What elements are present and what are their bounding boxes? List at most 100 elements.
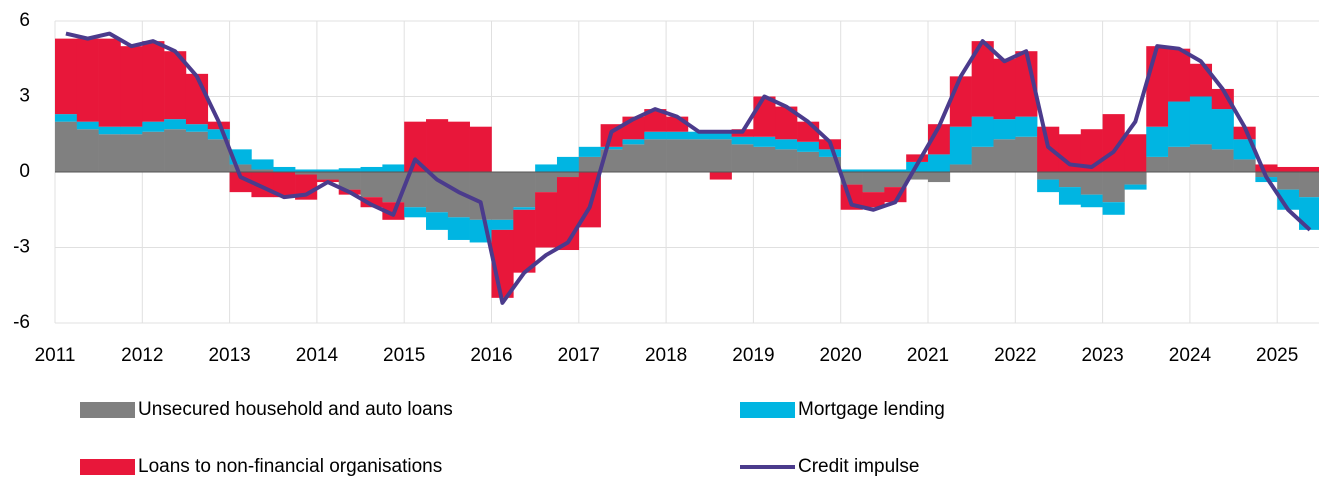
bar: [1211, 149, 1234, 172]
bar: [1277, 166, 1300, 172]
bar: [142, 41, 165, 122]
bar: [229, 164, 252, 172]
bar: [1233, 159, 1256, 172]
bar: [426, 119, 449, 172]
bar: [687, 139, 711, 172]
legend-label: Mortgage lending: [798, 399, 945, 420]
bar: [1168, 101, 1191, 147]
bar: [1277, 172, 1300, 190]
bar: [164, 119, 187, 130]
bar: [884, 172, 907, 188]
bar: [862, 192, 885, 208]
bar: [1168, 146, 1191, 172]
bar: [76, 129, 99, 172]
bar: [535, 164, 558, 172]
bar: [1211, 109, 1234, 150]
bar: [906, 154, 929, 162]
bar: [447, 121, 470, 172]
bar: [644, 139, 667, 172]
bar: [1124, 172, 1147, 185]
bar: [884, 169, 907, 172]
bar: [556, 156, 580, 172]
x-tick-label: 2023: [1081, 345, 1123, 366]
bar: [185, 73, 209, 125]
bar: [1015, 136, 1038, 172]
bar: [993, 119, 1016, 140]
bar: [76, 121, 99, 130]
bar: [120, 126, 143, 135]
bar: [928, 154, 951, 172]
x-tick-label: 2024: [1169, 345, 1212, 366]
bar: [98, 38, 121, 127]
legend-item: Loans to non-financial organisations: [80, 456, 442, 477]
y-tick-label: -3: [13, 237, 30, 258]
bar: [1189, 63, 1213, 97]
bar: [185, 124, 209, 132]
legend-item: Unsecured household and auto loans: [80, 399, 453, 420]
x-tick-label: 2022: [994, 345, 1036, 366]
bar: [1058, 172, 1082, 188]
bar: [1299, 166, 1319, 172]
bar: [404, 207, 427, 218]
bar: [295, 172, 318, 175]
bar: [1080, 172, 1103, 195]
bar: [622, 144, 645, 172]
bar: [273, 172, 296, 198]
bar: [818, 149, 841, 157]
bar: [360, 166, 383, 172]
bar: [382, 164, 405, 172]
bar: [273, 166, 296, 172]
bar: [753, 96, 776, 137]
bar: [426, 212, 449, 230]
x-tick-label: 2013: [208, 345, 250, 366]
bar: [971, 146, 994, 172]
bar: [928, 172, 951, 183]
bar: [797, 141, 820, 152]
bar: [709, 131, 732, 140]
x-tick-label: 2018: [645, 345, 687, 366]
bar: [360, 172, 383, 198]
bar: [928, 124, 951, 155]
legend-item: Mortgage lending: [740, 399, 945, 420]
bar: [775, 106, 798, 140]
bar: [360, 197, 383, 208]
bar: [229, 172, 252, 193]
bar: [185, 131, 209, 172]
bar: [98, 134, 121, 172]
bar: [840, 172, 863, 185]
legend-swatch: [80, 459, 135, 475]
bar: [404, 121, 427, 172]
bar: [404, 172, 427, 208]
bar: [513, 207, 536, 210]
bar: [1255, 164, 1278, 172]
bar: [382, 172, 405, 203]
bar: [55, 114, 78, 122]
bar: [316, 169, 340, 172]
bar: [644, 109, 667, 132]
bar: [840, 169, 863, 172]
bar: [1146, 156, 1169, 172]
bar: [338, 172, 361, 190]
x-tick-label: 2025: [1256, 345, 1298, 366]
bar: [797, 121, 820, 142]
bar: [993, 139, 1016, 172]
bar: [535, 192, 558, 248]
bar: [949, 126, 972, 165]
bar: [447, 217, 470, 240]
x-tick-label: 2014: [296, 345, 339, 366]
bar: [731, 136, 754, 145]
legend-label: Unsecured household and auto loans: [138, 399, 453, 420]
bar: [775, 149, 798, 172]
bar: [76, 38, 99, 122]
y-tick-label: 3: [19, 86, 30, 107]
bar: [1189, 96, 1213, 145]
bar: [666, 139, 689, 172]
bar: [731, 144, 754, 172]
y-tick-label: 6: [19, 10, 30, 31]
bar: [513, 209, 536, 273]
bar: [949, 164, 972, 172]
bar: [1211, 88, 1234, 110]
bar: [251, 169, 274, 172]
y-tick-label: -6: [13, 312, 30, 333]
bar: [55, 38, 78, 115]
